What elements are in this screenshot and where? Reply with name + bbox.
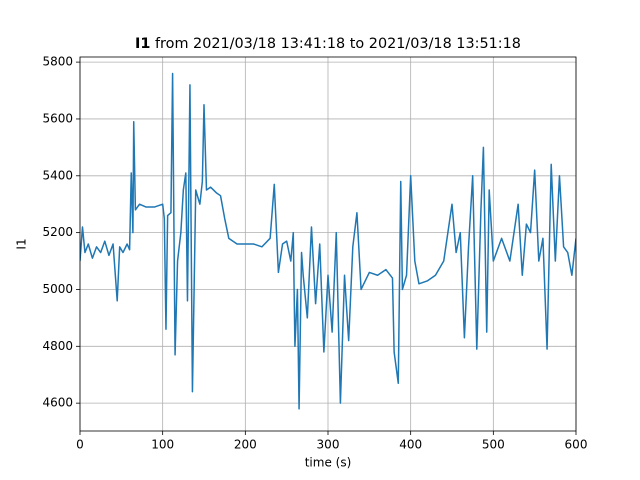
plot-frame — [79, 56, 577, 432]
x-tick-label: 600 — [565, 438, 588, 452]
y-tick-label: 5600 — [42, 111, 73, 125]
x-tick-label: 500 — [482, 438, 505, 452]
data-line — [80, 72, 576, 410]
y-tick-label: 5800 — [42, 55, 73, 69]
y-tick-label: 4600 — [42, 396, 73, 410]
y-tick-label: 4800 — [42, 339, 73, 353]
y-tick-label: 5400 — [42, 168, 73, 182]
x-tick-label: 300 — [317, 438, 340, 452]
title-rest: from 2021/03/18 13:41:18 to 2021/03/18 1… — [155, 36, 521, 52]
x-tick-label: 200 — [234, 438, 257, 452]
y-tick-label: 5200 — [42, 225, 73, 239]
y-tick-label: 5000 — [42, 282, 73, 296]
chart-title: I1 from 2021/03/18 13:41:18 to 2021/03/1… — [135, 36, 521, 52]
x-tick-label: 0 — [76, 438, 84, 452]
x-tick-label: 100 — [151, 438, 174, 452]
x-tick-label: 400 — [399, 438, 422, 452]
title-bold: I1 — [135, 36, 150, 52]
y-axis-label: I1 — [15, 238, 29, 249]
x-axis-label: time (s) — [305, 456, 352, 470]
